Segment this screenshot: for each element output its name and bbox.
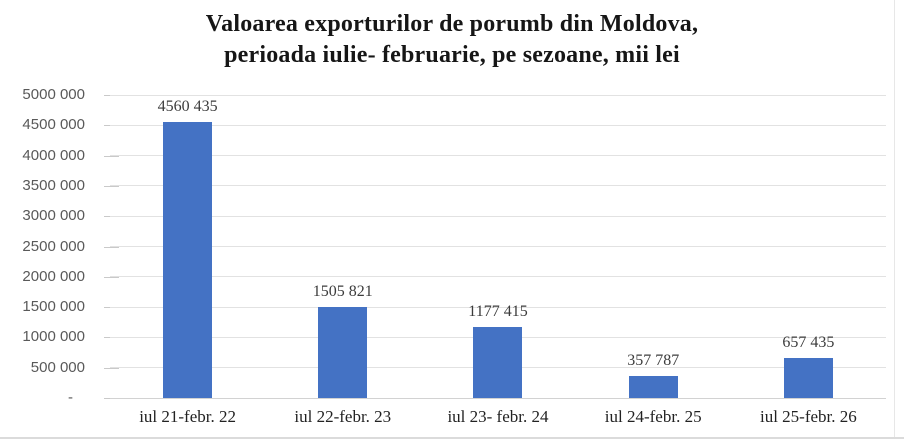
- y-axis-tick-label: 5000 000: [22, 86, 85, 103]
- y-axis-tick-mark: [104, 367, 119, 369]
- y-axis-tick-label: 1000 000: [22, 328, 85, 346]
- y-axis-tick-mark: [104, 155, 119, 157]
- chart-title: Valoarea exporturilor de porumb din Mold…: [0, 9, 904, 71]
- bar: [473, 326, 523, 398]
- y-axis-tick-label: 500 000: [30, 358, 85, 376]
- y-axis-tick-mark: [104, 337, 119, 339]
- chart-right-border: [894, 0, 895, 437]
- y-axis-tick-mark: [104, 307, 119, 309]
- y-axis-tick-mark: [104, 216, 119, 218]
- gridline: [110, 94, 886, 96]
- bar: [163, 121, 213, 398]
- gridline: [110, 246, 886, 247]
- bar-value-label: 1505 821: [312, 282, 373, 300]
- gridline: [110, 155, 886, 157]
- y-axis-tick-label: 3000 000: [22, 207, 85, 225]
- y-axis-tick-label: -: [68, 389, 73, 406]
- y-axis-tick-mark: [104, 185, 119, 187]
- y-axis-tick-label: 4500 000: [22, 116, 85, 134]
- x-axis-label: iul 23- febr. 24: [447, 407, 549, 426]
- y-axis-tick-label: 3500 000: [22, 176, 85, 194]
- y-axis-tick-label: 1500 000: [22, 298, 85, 316]
- gridline: [110, 124, 886, 126]
- bar: [318, 306, 368, 398]
- bottom-divider-line: [0, 437, 904, 439]
- bar-value-label: 1177 415: [468, 302, 528, 320]
- bar-value-label: 657 435: [782, 334, 835, 352]
- y-axis-tick-mark: [104, 246, 119, 248]
- chart-title-line-2: perioada iulie- februarie, pe sezoane, m…: [224, 42, 680, 68]
- plot-area: 4560 435 iul 21-febr. 22 1505 821 iul 22-fe…: [110, 94, 886, 426]
- bar-column: 357 787 iul 24-febr. 25: [576, 95, 731, 426]
- x-axis-line: [110, 398, 886, 399]
- x-axis-label: iul 22-febr. 23: [294, 407, 392, 426]
- bar-value-label: 4560 435: [157, 97, 218, 115]
- bar-column: 4560 435 iul 21-febr. 22: [110, 95, 265, 426]
- y-axis-tick-mark: [104, 276, 119, 278]
- gridline: [110, 185, 886, 187]
- y-axis-tick-label: 2000 000: [22, 267, 85, 285]
- chart-title-line-1: Valoarea exporturilor de porumb din Mold…: [205, 11, 699, 37]
- gridline: [110, 276, 886, 278]
- x-axis-label: iul 21-febr. 22: [139, 407, 236, 426]
- bar-column: 1505 821 iul 22-febr. 23: [265, 95, 420, 426]
- bar-column: 657 435 iul 25-febr. 26: [731, 95, 886, 426]
- y-axis-tick-mark: [104, 95, 119, 96]
- bar: [628, 376, 678, 398]
- gridline: [110, 215, 886, 217]
- y-axis-tick-label: 4000 000: [22, 146, 85, 164]
- bar-column: 1177 415 iul 23- febr. 24: [420, 95, 575, 426]
- bar: [783, 358, 833, 398]
- x-axis-label: iul 25-febr. 26: [759, 407, 857, 426]
- x-axis-label: iul 24-febr. 25: [604, 407, 702, 426]
- bar-value-label: 357 787: [627, 352, 680, 370]
- y-axis: 5000 000 4500 000 4000 000 3500 000 3000 000…: [0, 86, 119, 406]
- y-axis-tick-mark: [104, 125, 119, 127]
- gridline: [110, 306, 886, 308]
- y-axis-tick-label: 2500 000: [22, 237, 85, 255]
